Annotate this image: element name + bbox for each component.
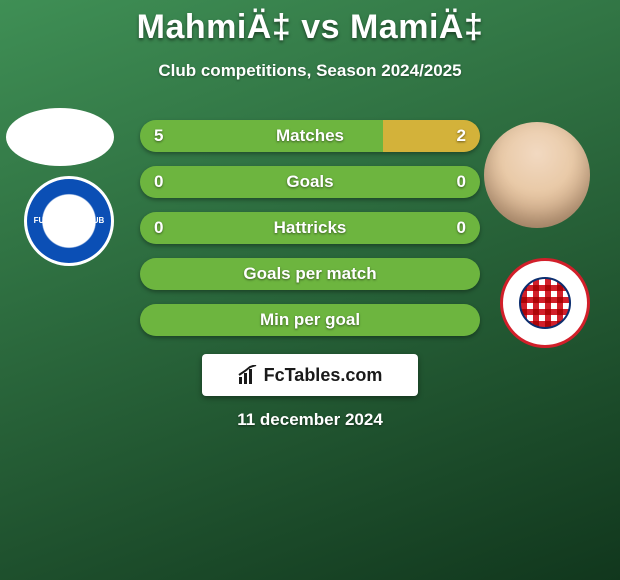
page-subtitle: Club competitions, Season 2024/2025 [0, 61, 620, 81]
stat-row: 00Goals [140, 166, 480, 198]
date-label: 11 december 2024 [0, 410, 620, 430]
stat-row: 52Matches [140, 120, 480, 152]
stat-label: Hattricks [140, 212, 480, 244]
stat-row: Min per goal [140, 304, 480, 336]
stat-rows: 52Matches 00Goals 00Hattricks Goals per mat… [140, 120, 480, 350]
site-logo-text: FcTables.com [264, 365, 383, 386]
stat-label: Goals per match [140, 258, 480, 290]
stat-label: Goals [140, 166, 480, 198]
chart-icon [238, 365, 258, 385]
club-badge-left-label: FUDBALSKI KLUB [34, 217, 105, 225]
club-badge-right-pattern [519, 277, 571, 329]
stat-row: Goals per match [140, 258, 480, 290]
player-photo-left [6, 108, 114, 166]
comparison-card: MahmiÄ‡ vs MamiÄ‡ Club competitions, Sea… [0, 0, 620, 580]
player-photo-right [484, 122, 590, 228]
stat-label: Matches [140, 120, 480, 152]
stat-row: 00Hattricks [140, 212, 480, 244]
club-badge-right [500, 258, 590, 348]
club-badge-left: FUDBALSKI KLUB [24, 176, 114, 266]
site-logo: FcTables.com [202, 354, 418, 396]
page-title: MahmiÄ‡ vs MamiÄ‡ [0, 0, 620, 47]
stat-label: Min per goal [140, 304, 480, 336]
